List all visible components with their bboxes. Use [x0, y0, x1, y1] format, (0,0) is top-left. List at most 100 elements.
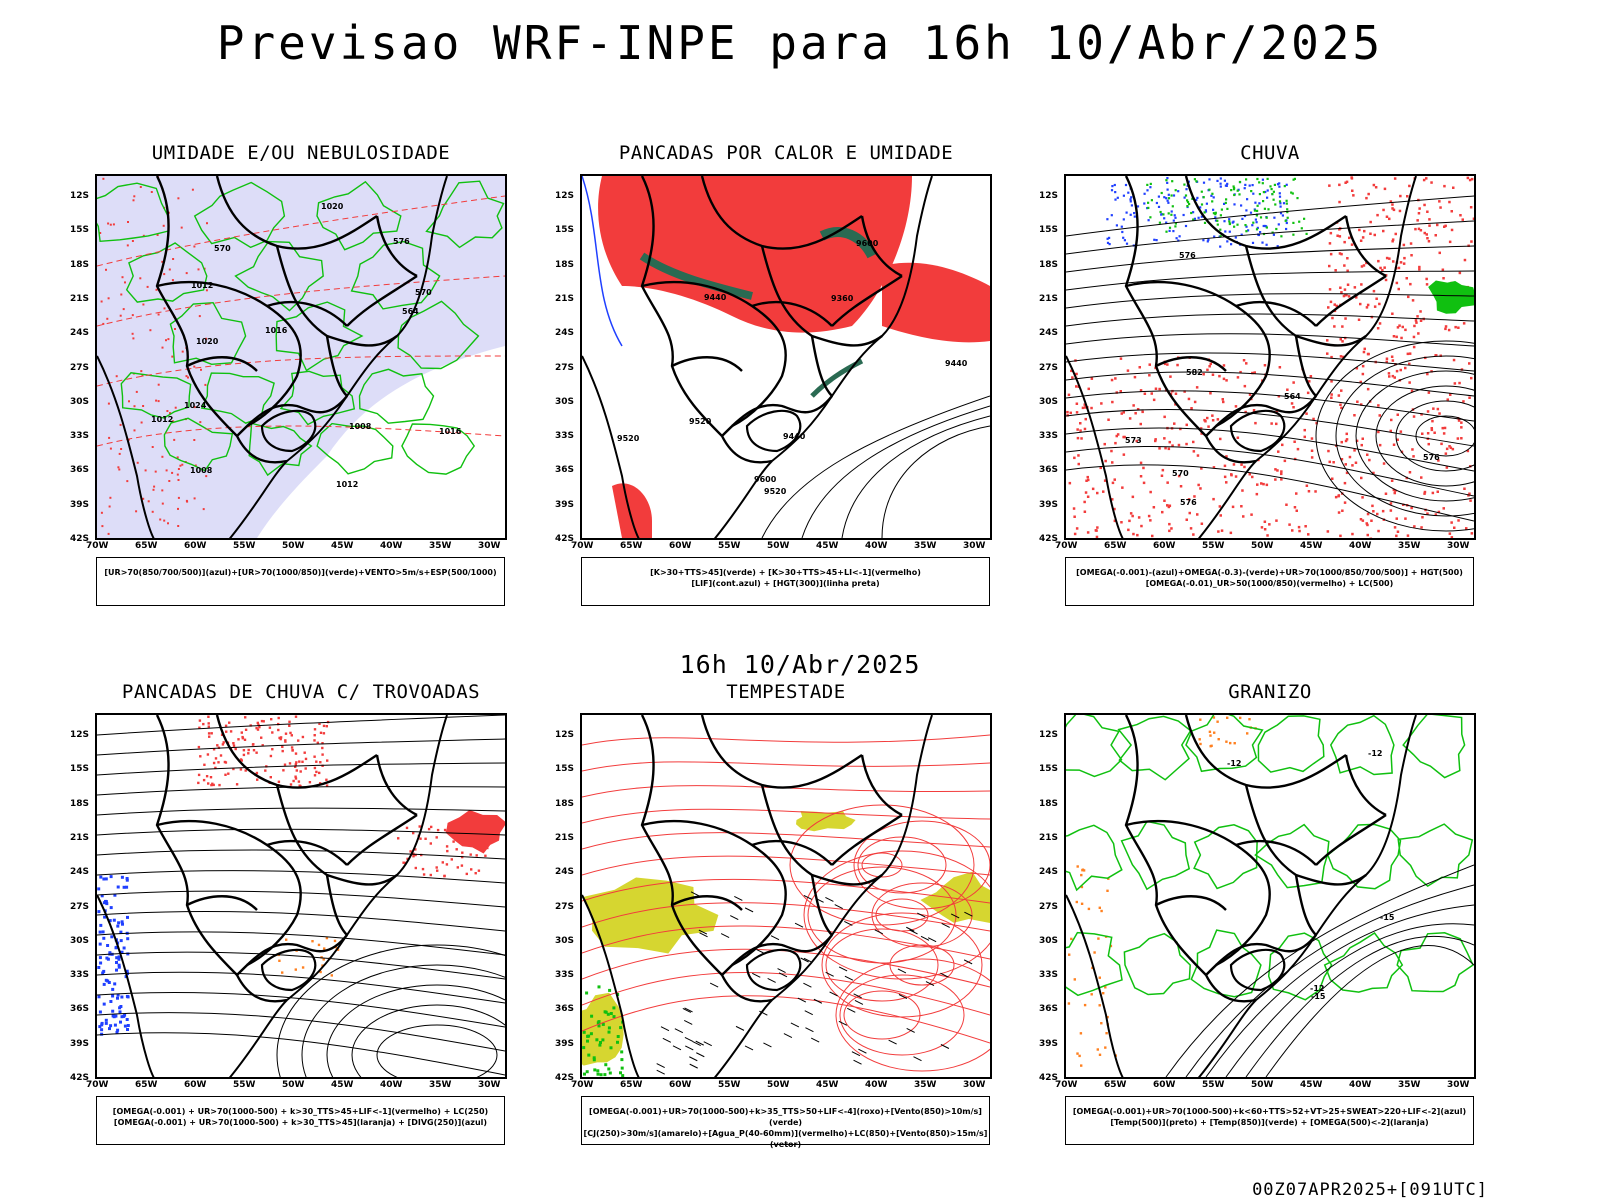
latitude-tick-label: 15S: [70, 225, 90, 236]
latitude-tick-label: 30S: [555, 935, 575, 946]
longitude-tick-label: 30W: [478, 541, 501, 551]
latitude-tick-label: 36S: [70, 1004, 90, 1015]
latitude-tick-label: 24S: [70, 867, 90, 878]
longitude-tick-label: 45W: [331, 541, 354, 551]
contour-label: 573: [1125, 436, 1142, 445]
longitude-tick-label: 55W: [1202, 1080, 1225, 1090]
latitude-tick-label: 36S: [1039, 1004, 1059, 1015]
latitude-tick-label: 42S: [70, 534, 90, 544]
forecast-map: [95, 713, 507, 1079]
map-canvas: 1008 1008 1012 1012 1012 1016 1016 1020 1020 1024…: [97, 176, 505, 538]
contour-label: 9440: [945, 359, 968, 368]
contour-label: 9440: [704, 293, 727, 302]
longitude-tick-label: 65W: [1104, 541, 1127, 551]
contour-label: 582: [1186, 368, 1203, 377]
contour-label: 1012: [151, 415, 173, 424]
legend-line: [OMEGA(-0.001)+UR>70(1000-500)+k<60+TTS>…: [1072, 1107, 1467, 1116]
contour-label: -15: [1380, 913, 1395, 922]
panel-title: PANCADAS POR CALOR E UMIDADE: [618, 142, 954, 164]
contour-label: 1012: [336, 480, 358, 489]
map-canvas: [97, 715, 505, 1077]
panel-legend: [UR>70(850/700/500)](azul)+[UR>70(1000/8…: [96, 557, 505, 606]
latitude-tick-label: 42S: [70, 1073, 90, 1083]
latitude-tick-label: 12S: [70, 191, 90, 201]
contour-label: 9600: [856, 239, 879, 248]
contour-label: 576: [1180, 498, 1197, 507]
latitude-tick-label: 27S: [1039, 362, 1059, 373]
contour-label: 1008: [349, 422, 372, 431]
latitude-tick-label: 30S: [70, 935, 90, 946]
longitude-tick-label: 40W: [1349, 541, 1372, 551]
longitude-tick-label: 35W: [914, 541, 937, 551]
latitude-tick-label: 12S: [555, 191, 575, 201]
legend-line: [OMEGA(-0.001)-(azul)+OMEGA(-0.3)-(verde…: [1076, 568, 1463, 577]
panel-legend: [OMEGA(-0.001)+UR>70(1000-500)+k>35_TTS>…: [581, 1096, 990, 1149]
longitude-tick-label: 60W: [184, 541, 207, 551]
longitude-tick-label: 55W: [1202, 541, 1225, 551]
contour-label: 564: [1284, 392, 1301, 401]
panel-legend: [OMEGA(-0.001) + UR>70(1000-500) + k>30_…: [96, 1096, 505, 1145]
latitude-tick-label: 21S: [1039, 832, 1059, 843]
latitude-tick-label: 15S: [555, 225, 575, 236]
contour-label: 570: [214, 244, 231, 253]
latitude-tick-label: 27S: [555, 362, 575, 373]
longitude-tick-label: 50W: [1251, 1080, 1274, 1090]
latitude-tick-label: 18S: [70, 259, 90, 270]
map-canvas: [582, 715, 990, 1077]
latitude-tick-label: 27S: [1039, 901, 1059, 912]
latitude-tick-label: 30S: [1039, 396, 1059, 407]
forecast-time-label: 16h 10/Abr/2025: [679, 650, 921, 679]
latitude-tick-label: 15S: [70, 764, 90, 775]
latitude-tick-label: 30S: [70, 396, 90, 407]
latitude-tick-label: 27S: [70, 901, 90, 912]
latitude-tick-label: 42S: [555, 1073, 575, 1083]
latitude-tick-label: 24S: [70, 328, 90, 339]
latitude-tick-label: 39S: [70, 499, 90, 510]
contour-label: 576: [393, 237, 410, 246]
latitude-tick-label: 18S: [555, 798, 575, 809]
panel-legend: [K>30+TTS>45](verde) + [K>30+TTS>45+LI<-…: [581, 557, 990, 606]
longitude-tick-label: 50W: [282, 1080, 305, 1090]
forecast-map: [580, 713, 992, 1079]
latitude-tick-label: 21S: [70, 832, 90, 843]
longitude-tick-label: 70W: [86, 541, 109, 551]
latitude-tick-label: 39S: [1039, 1038, 1059, 1049]
contour-label: 1016: [265, 326, 288, 335]
legend-line: [OMEGA(-0.001) + UR>70(1000-500) + k>30_…: [112, 1107, 489, 1116]
latitude-tick-label: 21S: [1039, 293, 1059, 304]
panel-legend: [OMEGA(-0.001)+UR>70(1000-500)+k<60+TTS>…: [1065, 1096, 1474, 1145]
longitude-tick-label: 40W: [865, 541, 888, 551]
latitude-tick-label: 42S: [1039, 1073, 1059, 1083]
latitude-tick-label: 33S: [1039, 431, 1059, 442]
forecast-map: 9520 9520 9520 9600 9600 9440 9440 9440 9360: [580, 174, 992, 540]
panel-title: PANCADAS DE CHUVA C/ TROVOADAS: [121, 681, 481, 703]
latitude-tick-label: 24S: [555, 328, 575, 339]
map-canvas: -12-12-12-15-15: [1066, 715, 1474, 1077]
latitude-tick-label: 18S: [1039, 798, 1059, 809]
longitude-tick-label: 45W: [1300, 541, 1323, 551]
longitude-tick-label: 50W: [767, 541, 790, 551]
contour-label: 576: [1423, 453, 1440, 462]
forecast-map: 1008 1008 1012 1012 1012 1016 1016 1020 1020 1024…: [95, 174, 507, 540]
latitude-tick-label: 27S: [70, 362, 90, 373]
forecast-map: 582 576 576 576 570 573 564: [1064, 174, 1476, 540]
latitude-tick-label: 33S: [70, 970, 90, 981]
latitude-tick-label: 36S: [555, 1004, 575, 1015]
latitude-tick-label: 36S: [1039, 465, 1059, 476]
contour-label: 9520: [689, 417, 712, 426]
panel-title: UMIDADE E/OU NEBULOSIDADE: [151, 142, 451, 164]
map-canvas: 9520 9520 9520 9600 9600 9440 9440 9440 9360: [582, 176, 990, 538]
longitude-tick-label: 30W: [1447, 1080, 1470, 1090]
latitude-tick-label: 15S: [1039, 225, 1059, 236]
latitude-tick-label: 33S: [1039, 970, 1059, 981]
longitude-tick-label: 35W: [1398, 1080, 1421, 1090]
longitude-tick-label: 65W: [620, 541, 643, 551]
latitude-tick-label: 21S: [555, 832, 575, 843]
latitude-tick-label: 39S: [555, 1038, 575, 1049]
longitude-tick-label: 35W: [1398, 541, 1421, 551]
latitude-tick-label: 27S: [555, 901, 575, 912]
latitude-tick-label: 21S: [555, 293, 575, 304]
longitude-tick-label: 65W: [135, 541, 158, 551]
longitude-tick-label: 40W: [1349, 1080, 1372, 1090]
latitude-tick-label: 12S: [1039, 730, 1059, 740]
